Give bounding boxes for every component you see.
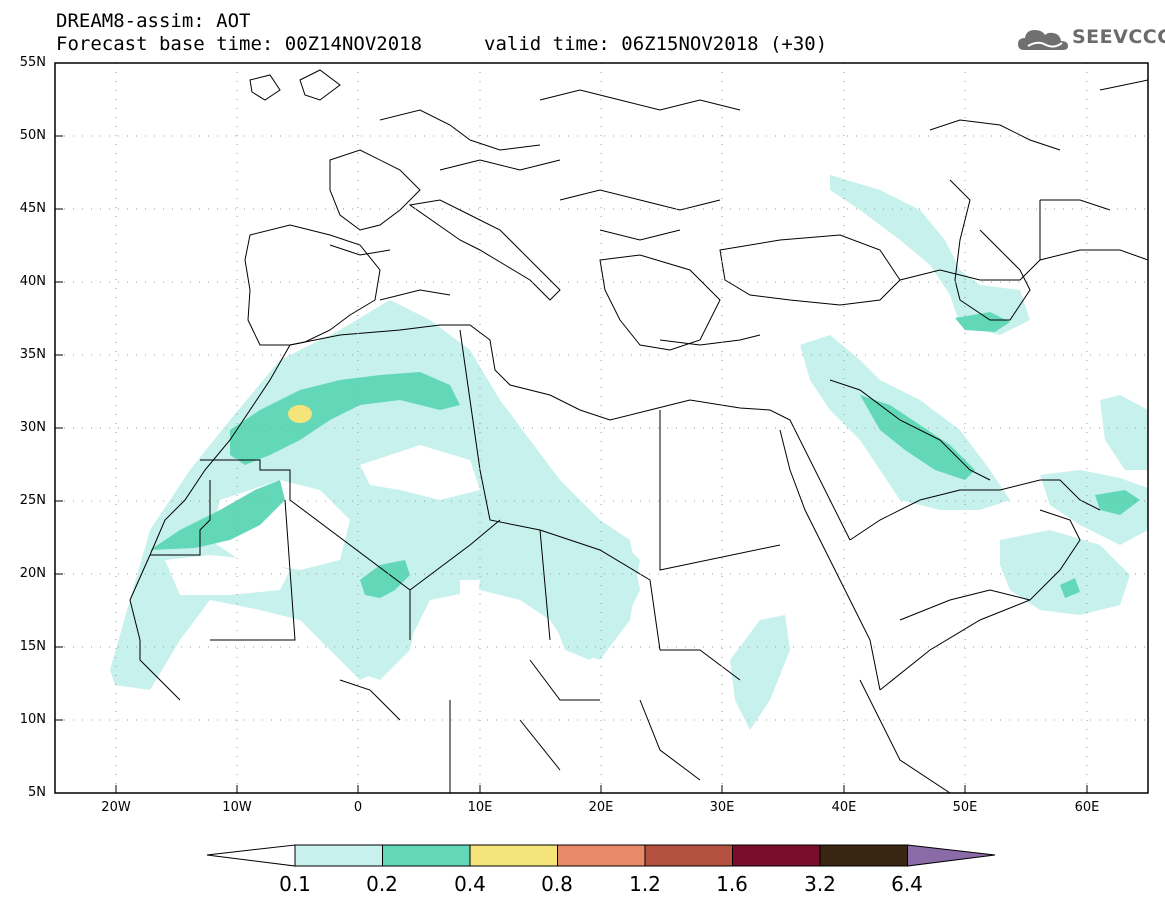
- lat-label-40n: 40N: [19, 274, 46, 289]
- lat-label-5n: 5N: [28, 785, 46, 800]
- colorbar-label-0.1: 0.1: [279, 872, 311, 896]
- colorbar-bin-5: [644, 844, 733, 867]
- lon-label-10e: 10E: [467, 800, 493, 815]
- colorbar-label-1.2: 1.2: [629, 872, 661, 896]
- aot-region-western-sahara: [150, 480, 285, 550]
- colorbar-label-0.4: 0.4: [454, 872, 486, 896]
- colorbar-bin-3: [469, 844, 558, 867]
- aot-field: [55, 63, 1148, 793]
- aot-region-niger: [360, 560, 410, 598]
- colorbar-bin-1: [294, 844, 383, 867]
- aot-region-chad: [340, 500, 530, 680]
- lat-label-10n: 10N: [19, 712, 46, 727]
- lat-label-35n: 35N: [19, 347, 46, 362]
- map-frame: [54, 62, 1149, 794]
- lat-label-45n: 45N: [19, 201, 46, 216]
- aot-region-iran-green: [1095, 490, 1140, 515]
- colorbar-under: [206, 844, 296, 867]
- logo-text: SEEVCCC: [1072, 26, 1165, 48]
- aot-region-caspian-green: [955, 312, 1010, 332]
- colorbar-bin-7: [819, 844, 908, 867]
- colorbar-bin-6: [732, 844, 821, 867]
- colorbar-bin-2: [382, 844, 471, 867]
- aot-region-morocco-core: [230, 372, 460, 465]
- lon-label-0: 0: [353, 800, 363, 815]
- cloud-icon: [1018, 30, 1068, 50]
- colorbar-label-6.4: 6.4: [891, 872, 923, 896]
- colorbar-label-0.8: 0.8: [541, 872, 573, 896]
- lon-label-50e: 50E: [952, 800, 978, 815]
- aot-region-caspian: [830, 175, 1030, 335]
- lon-label-10w: 10W: [222, 800, 252, 815]
- lon-label-40e: 40E: [831, 800, 857, 815]
- lon-label-30e: 30E: [709, 800, 735, 815]
- aot-region-max: [288, 405, 312, 423]
- lon-label-20e: 20E: [588, 800, 614, 815]
- valid-time: valid time: 06Z15NOV2018 (+30): [484, 33, 828, 55]
- map-title: DREAM8-assim: AOT: [56, 10, 251, 32]
- seevccc-logo: SEEVCCC: [1016, 24, 1165, 54]
- aot-region-gulf-east: [1100, 395, 1148, 470]
- forecast-base-time: Forecast base time: 00Z14NOV2018: [56, 33, 423, 55]
- colorbar: [206, 844, 996, 867]
- lat-label-15n: 15N: [19, 639, 46, 654]
- colorbar-label-3.2: 3.2: [804, 872, 836, 896]
- colorbar-over: [907, 844, 996, 867]
- aot-region-iraq-green: [860, 395, 975, 480]
- lat-label-25n: 25N: [19, 493, 46, 508]
- lat-label-30n: 30N: [19, 420, 46, 435]
- aot-region-oman: [1000, 530, 1130, 615]
- lat-label-20n: 20N: [19, 566, 46, 581]
- lon-label-20w: 20W: [101, 800, 131, 815]
- colorbar-label-0.2: 0.2: [366, 872, 398, 896]
- colorbar-bin-4: [557, 844, 646, 867]
- lon-label-60e: 60E: [1074, 800, 1100, 815]
- lat-label-50n: 50N: [19, 128, 46, 143]
- colorbar-label-1.6: 1.6: [716, 872, 748, 896]
- aot-region-libya: [550, 520, 640, 660]
- aot-region-sudan: [730, 615, 790, 730]
- lat-label-55n: 55N: [19, 55, 46, 70]
- aot-region-oman-green: [1060, 578, 1080, 598]
